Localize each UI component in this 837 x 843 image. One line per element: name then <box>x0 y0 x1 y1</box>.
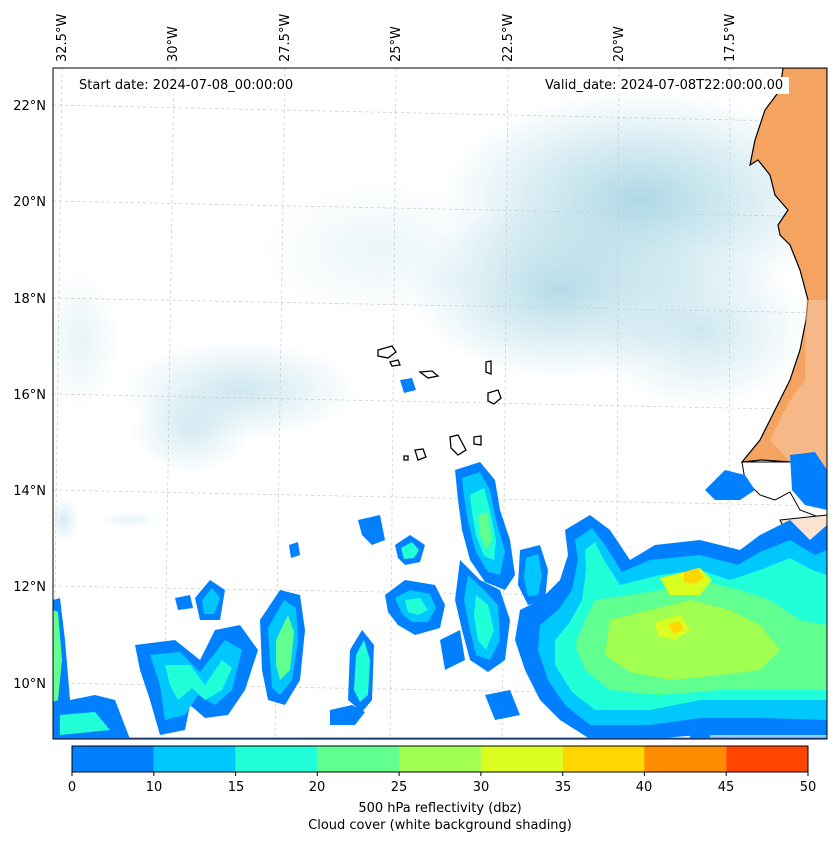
colorbar-tick-label: 15 <box>227 780 245 795</box>
colorbar-segment <box>726 746 808 772</box>
colorbar-segment <box>153 746 236 772</box>
colorbar-tick-label: 40 <box>635 780 653 795</box>
colorbar-tick-label: 45 <box>717 780 735 795</box>
colorbar-sublabel: Cloud cover (white background shading) <box>308 818 572 833</box>
lon-label: 22.5°W <box>501 14 516 62</box>
valid-date-label: Valid_date: 2024-07-08T22:00:00.00 <box>539 77 790 94</box>
cloud-cover-layer <box>53 90 827 542</box>
colorbar-tick-label: 35 <box>554 780 572 795</box>
cape-verde-islands <box>377 345 502 461</box>
colorbar-tick-label: 25 <box>390 780 408 795</box>
lon-label: 17.5°W <box>723 14 738 62</box>
lat-label: 18°N <box>13 292 46 307</box>
lon-labels: 32.5°W 30°W 27.5°W 25°W 22.5°W 20°W 17.5… <box>55 14 738 62</box>
colorbar-segment <box>72 746 154 772</box>
lon-label: 30°W <box>166 26 181 62</box>
lat-label: 20°N <box>13 195 46 210</box>
colorbar-tick-label: 50 <box>799 780 817 795</box>
map-frame <box>52 67 828 740</box>
lat-label: 10°N <box>13 677 46 692</box>
colorbar-ticks <box>71 772 809 776</box>
map-area <box>53 68 827 739</box>
lat-label: 16°N <box>13 388 46 403</box>
colorbar-tick-label: 20 <box>308 780 326 795</box>
lat-label: 12°N <box>13 580 46 595</box>
colorbar-tick-label: 0 <box>67 780 77 795</box>
lat-labels: 22°N 20°N 18°N 16°N 14°N 12°N 10°N <box>13 99 46 692</box>
colorbar-segment <box>562 746 645 772</box>
colorbar-segment <box>235 746 318 772</box>
lon-label: 25°W <box>389 26 404 62</box>
colorbar-label: 500 hPa reflectivity (dbz) <box>358 801 522 816</box>
lat-label: 14°N <box>13 484 46 499</box>
lon-label: 20°W <box>612 26 627 62</box>
colorbar-tick-label: 30 <box>472 780 490 795</box>
colorbar-segment <box>644 746 727 772</box>
lat-label: 22°N <box>13 99 46 114</box>
colorbar <box>71 745 809 776</box>
colorbar-segment <box>480 746 563 772</box>
reflectivity-layer <box>53 378 827 739</box>
colorbar-segment <box>399 746 481 772</box>
colorbar-segment <box>317 746 400 772</box>
lon-label: 32.5°W <box>55 14 70 62</box>
start-date-label: Start date: 2024-07-08_00:00:00 <box>73 77 300 94</box>
colorbar-frame <box>71 745 809 773</box>
lon-label: 27.5°W <box>278 14 293 62</box>
colorbar-tick-label: 10 <box>145 780 163 795</box>
